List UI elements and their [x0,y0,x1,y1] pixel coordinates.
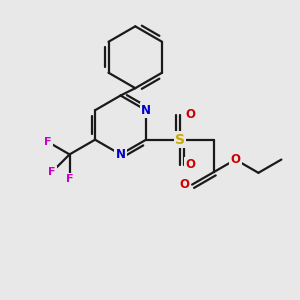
Text: O: O [185,108,195,121]
Text: N: N [141,104,151,117]
Text: F: F [66,174,73,184]
Text: O: O [180,178,190,191]
Text: N: N [116,148,126,161]
Text: F: F [44,137,52,147]
Text: F: F [48,167,56,177]
Text: O: O [185,158,195,171]
Text: O: O [230,153,241,166]
Text: S: S [175,133,185,147]
